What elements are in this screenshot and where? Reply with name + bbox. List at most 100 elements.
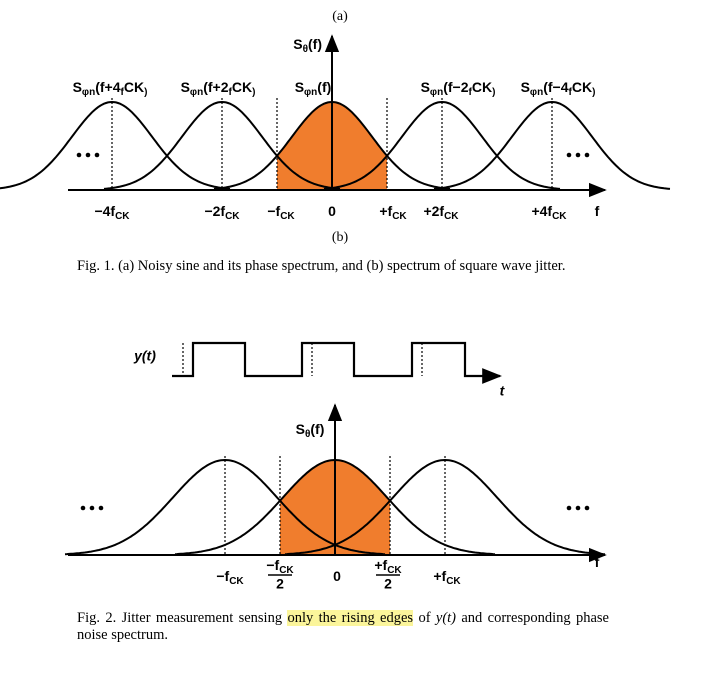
ellipsis-dot (575, 152, 581, 158)
y-axis-label: Sθ(f) (293, 36, 322, 55)
ellipsis-dot (89, 505, 95, 511)
label-part: CK (279, 565, 294, 576)
curve-label: Sφn(f−2fCK) (421, 79, 496, 98)
x-axis-label: −fCK (216, 568, 244, 587)
curve-label: Sφn(f−4fCK) (521, 79, 596, 98)
x-axis-label: f (595, 554, 600, 570)
x-axis-label: +4fCK (531, 203, 567, 222)
curve-label: Sφn(f+2fCK) (181, 79, 256, 98)
label-part: CK (229, 576, 244, 587)
x-axis-label: −2fCK (204, 203, 240, 222)
ellipsis-dot (80, 505, 86, 511)
label-part: CK (572, 79, 592, 95)
curve-label: Sφn(f) (295, 79, 332, 98)
x-axis-label: 2 (384, 576, 392, 592)
x-axis-label: +fCK (374, 557, 402, 576)
square-wave (172, 341, 502, 384)
x-axis-label: 0 (328, 203, 336, 219)
ellipsis-dot (575, 505, 581, 511)
label-part: 0 (333, 568, 341, 584)
x-axis-label: +fCK (433, 568, 461, 587)
label-part: f (595, 554, 600, 570)
label-part: CK (472, 79, 492, 95)
x-axis-label: +2fCK (423, 203, 459, 222)
figure2-caption: Fig. 2. Jitter measurement sensing only … (77, 610, 609, 644)
spectrum-curve (0, 100, 231, 190)
label-part: +f (374, 557, 387, 573)
caption-highlight: only the rising edges (287, 610, 414, 626)
ellipsis-dot (98, 505, 104, 511)
label-part: CK (552, 211, 567, 222)
ellipsis-dot (584, 152, 590, 158)
label-part: (f+2 (203, 79, 229, 95)
y-axis-label: Sθ(f) (296, 421, 325, 440)
label-part: +f (433, 568, 446, 584)
curve-label: Sφn(f+4fCK) (73, 79, 148, 98)
label-part: f (568, 87, 572, 98)
label-part: ) (144, 87, 147, 98)
panel-label: (b) (332, 230, 349, 245)
label-part: −f (266, 557, 279, 573)
label-part: ) (492, 87, 495, 98)
label-part: (f+4 (95, 79, 121, 95)
label-part: CK (115, 211, 130, 222)
label-part: (f−2 (443, 79, 469, 95)
label-part: CK (446, 576, 461, 587)
label-part: (f) (310, 421, 324, 437)
label-part: +4f (531, 203, 552, 219)
label-part: CK (387, 565, 402, 576)
label-part: +f (379, 203, 392, 219)
caption-text: of (413, 610, 436, 626)
label-part: f (228, 87, 232, 98)
label-part: f (595, 203, 600, 219)
label-part: CK (280, 211, 295, 222)
ellipsis-dot (584, 505, 590, 511)
x-axis-label: f (595, 203, 600, 219)
label-part: θ (303, 44, 308, 55)
ellipsis-dot (76, 152, 82, 158)
label-part: φn (430, 87, 443, 98)
label-part: φn (304, 87, 317, 98)
label-part: S (421, 79, 430, 95)
label-part: +2f (423, 203, 444, 219)
ellipsis-dot (566, 152, 572, 158)
label-part: (f) (308, 36, 322, 52)
signal-label: y(t) (133, 348, 156, 364)
label-part: CK (225, 211, 240, 222)
panel-label: (a) (332, 9, 348, 24)
x-axis-label: −fCK (266, 557, 294, 576)
caption-math: y(t) (435, 610, 457, 626)
label-part: φn (530, 87, 543, 98)
label-part: −2f (204, 203, 225, 219)
label-part: S (295, 79, 304, 95)
label-part: f (120, 87, 124, 98)
label-part: φn (190, 87, 203, 98)
ellipsis-dot (94, 152, 100, 158)
label-part: θ (305, 429, 310, 440)
label-part: f (468, 87, 472, 98)
label-part: (f−4 (543, 79, 569, 95)
x-axis-label: +fCK (379, 203, 407, 222)
label-part: φn (82, 87, 95, 98)
x-axis-label: 2 (276, 576, 284, 592)
label-part: CK (444, 211, 459, 222)
label-part: −f (267, 203, 280, 219)
label-part: CK (392, 211, 407, 222)
label-part: ) (252, 87, 255, 98)
label-part: S (293, 36, 302, 52)
label-part: −4f (94, 203, 115, 219)
label-part: (f) (317, 79, 331, 95)
label-part: ) (592, 87, 595, 98)
figure1-caption: Fig. 1. (a) Noisy sine and its phase spe… (77, 258, 566, 274)
time-label: t (500, 383, 506, 399)
label-part: CK (124, 79, 144, 95)
ellipsis-dot (85, 152, 91, 158)
ellipsis-dot (566, 505, 572, 511)
label-part: −f (216, 568, 229, 584)
label-part: S (73, 79, 82, 95)
x-axis-label: −fCK (267, 203, 295, 222)
x-axis-label: 0 (333, 568, 341, 584)
label-part: S (521, 79, 530, 95)
